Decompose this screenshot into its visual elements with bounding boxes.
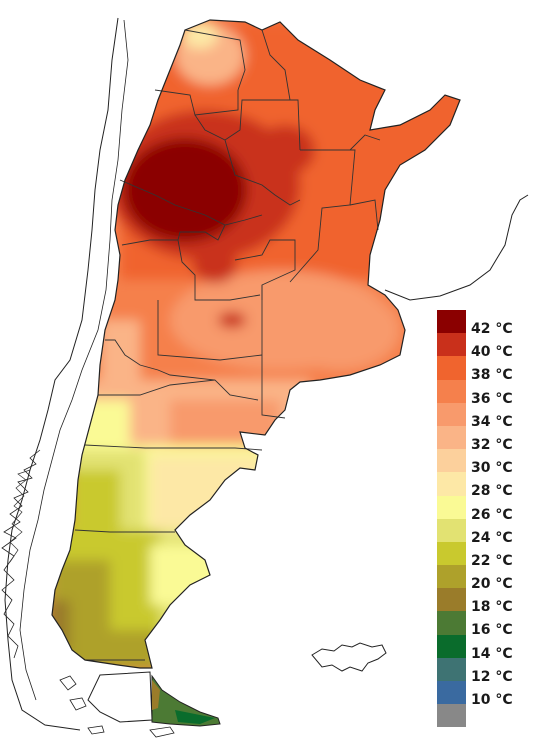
legend-swatch — [437, 634, 466, 658]
legend-swatch — [437, 449, 466, 473]
legend-label: 16 °C — [471, 622, 513, 639]
legend-swatch — [437, 379, 466, 403]
legend-item-17 — [437, 704, 537, 728]
legend-swatch — [437, 356, 466, 380]
tdf-warm-patch — [152, 680, 160, 710]
fjord-coast-2 — [9, 469, 31, 563]
legend-swatch — [437, 588, 466, 612]
legend-swatch — [437, 495, 466, 519]
legend-label: 18 °C — [471, 599, 513, 616]
legend-item-3: 36 °C — [437, 379, 537, 407]
legend-item-11: 20 °C — [437, 565, 537, 592]
legend-swatch — [437, 611, 466, 635]
legend-item-4: 34 °C — [437, 402, 537, 430]
legend-swatch — [437, 518, 466, 542]
legend-item-12: 18 °C — [437, 588, 537, 615]
legend-item-1: 40 °C — [437, 333, 537, 360]
legend-swatch — [437, 310, 466, 334]
chile-coastline — [4, 17, 119, 731]
legend-swatch — [437, 704, 466, 728]
islands-south — [59, 675, 175, 738]
legend-label: 22 °C — [471, 552, 513, 569]
legend-label: 12 °C — [471, 668, 513, 685]
argentina-outline — [51, 19, 461, 669]
legend-swatch — [437, 681, 466, 705]
legend-swatch — [437, 333, 466, 357]
tierra-del-fuego-argentina — [151, 674, 221, 727]
legend-label: 34 °C — [471, 413, 513, 430]
legend-swatch — [437, 425, 466, 450]
legend-label: 14 °C — [471, 645, 513, 662]
legend-swatch — [437, 657, 466, 681]
legend-label: 30 °C — [471, 460, 513, 477]
legend-label: 26 °C — [471, 506, 513, 523]
legend-item-16: 10 °C — [437, 681, 537, 708]
legend-item-0: 42 °C — [437, 310, 537, 337]
legend-label: 24 °C — [471, 529, 513, 546]
tdf-cool-patch — [175, 710, 215, 724]
temperature-legend: 42 °C 40 °C 38 °C 36 °C 34 °C 32 °C 30 °… — [437, 310, 537, 728]
legend-item-8: 26 °C — [437, 495, 537, 523]
tierra-del-fuego-chile — [87, 671, 153, 723]
chile-inner-line — [19, 19, 129, 701]
legend-swatch — [437, 472, 466, 496]
legend-item-2: 38 °C — [437, 356, 537, 383]
legend-swatch — [437, 402, 466, 426]
legend-label: 10 °C — [471, 692, 513, 708]
legend-swatch — [437, 565, 466, 589]
legend-item-9: 24 °C — [437, 518, 537, 546]
legend-label: 28 °C — [471, 483, 513, 500]
legend-item-14: 14 °C — [437, 634, 537, 662]
legend-label: 38 °C — [471, 367, 513, 384]
legend-item-5: 32 °C — [437, 425, 537, 453]
legend-item-10: 22 °C — [437, 541, 537, 569]
legend-swatch — [437, 541, 466, 566]
legend-label: 20 °C — [471, 576, 513, 593]
legend-item-6: 30 °C — [437, 449, 537, 476]
uruguay-coast — [384, 194, 529, 301]
legend-label: 36 °C — [471, 390, 513, 407]
legend-item-15: 12 °C — [437, 657, 537, 685]
legend-item-7: 28 °C — [437, 472, 537, 499]
fjord-coast — [1, 449, 41, 659]
malvinas-islands — [311, 642, 387, 672]
legend-label: 42 °C — [471, 321, 513, 337]
legend-label: 32 °C — [471, 436, 513, 453]
legend-item-13: 16 °C — [437, 611, 537, 638]
legend-label: 40 °C — [471, 344, 513, 361]
